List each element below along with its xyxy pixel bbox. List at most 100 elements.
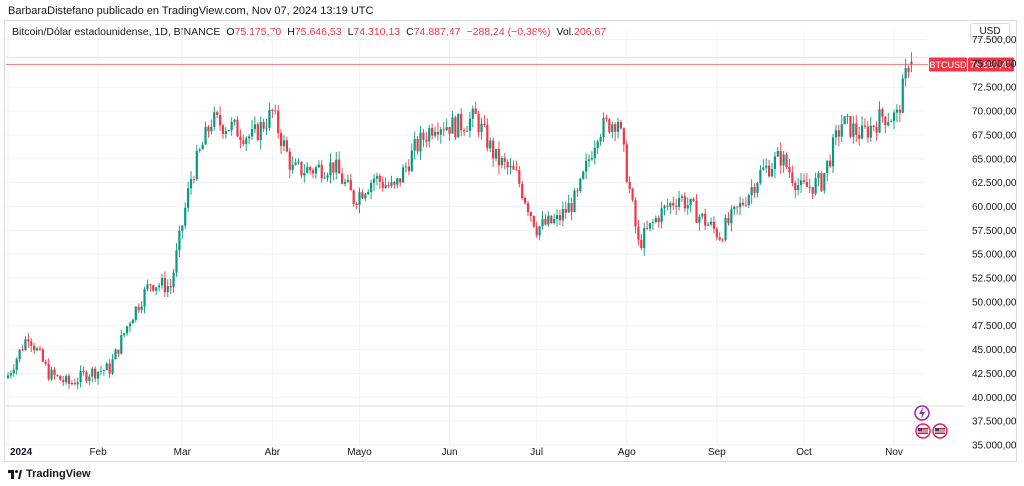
candle bbox=[33, 345, 36, 351]
candle bbox=[451, 117, 454, 134]
candle bbox=[826, 160, 829, 174]
candle bbox=[643, 228, 646, 249]
y-tick-label: 77.500,00 bbox=[972, 35, 1017, 46]
candle bbox=[181, 225, 184, 231]
candle bbox=[207, 126, 210, 132]
candle bbox=[166, 286, 169, 293]
candle bbox=[372, 178, 376, 183]
candle bbox=[422, 132, 425, 140]
candle bbox=[352, 190, 355, 205]
candle bbox=[41, 349, 44, 362]
candle bbox=[407, 166, 410, 172]
candle bbox=[192, 179, 196, 180]
candle bbox=[311, 170, 315, 174]
footer-brand: TradingView bbox=[26, 468, 91, 480]
x-tick-label: Jun bbox=[441, 447, 457, 458]
candle bbox=[759, 169, 762, 184]
candle bbox=[361, 192, 364, 199]
candle bbox=[79, 370, 82, 383]
volume-label: Vol. bbox=[556, 26, 575, 38]
candle bbox=[494, 149, 498, 159]
candle bbox=[544, 218, 547, 225]
x-tick-label: Ago bbox=[618, 447, 636, 458]
lightning-icon bbox=[914, 405, 930, 421]
candle bbox=[454, 117, 457, 138]
candle bbox=[9, 373, 13, 376]
candle bbox=[791, 172, 794, 184]
candle bbox=[123, 333, 126, 336]
candle bbox=[120, 335, 123, 354]
candle bbox=[646, 228, 649, 229]
candle bbox=[605, 117, 608, 120]
candlestick-series bbox=[6, 52, 913, 390]
candle bbox=[829, 160, 832, 167]
chart-overlay: BTCUSD 74.887,47 bbox=[6, 56, 1014, 72]
candle bbox=[602, 117, 605, 138]
candle bbox=[323, 177, 326, 179]
open-label: O bbox=[226, 26, 235, 38]
candle bbox=[753, 187, 756, 193]
candle bbox=[567, 203, 570, 213]
candle bbox=[779, 150, 782, 166]
currency-selector[interactable]: USD bbox=[970, 23, 1010, 39]
y-tick-label: 42.500,00 bbox=[972, 369, 1017, 380]
candle bbox=[396, 178, 399, 185]
candle bbox=[532, 215, 535, 227]
candle bbox=[869, 125, 872, 138]
candle bbox=[843, 116, 846, 125]
candle bbox=[579, 178, 582, 192]
candle bbox=[428, 128, 431, 142]
candle bbox=[317, 164, 320, 168]
candle bbox=[898, 109, 901, 113]
candle bbox=[82, 370, 85, 373]
candle bbox=[582, 171, 585, 179]
us-flag-icon bbox=[932, 423, 948, 439]
time-axis: 2024 Feb Mar Abr Mayo Jun Jul Ago Sep Oct Nov bbox=[10, 447, 903, 458]
x-tick-label: Mar bbox=[174, 447, 192, 458]
candle bbox=[677, 197, 681, 207]
candle bbox=[431, 128, 434, 136]
candle bbox=[102, 370, 105, 372]
candle bbox=[364, 194, 367, 199]
candle bbox=[62, 380, 65, 383]
candle bbox=[303, 172, 306, 176]
x-tick-label: Abr bbox=[265, 447, 281, 458]
candle bbox=[614, 124, 617, 132]
x-tick-label: Jul bbox=[530, 447, 543, 458]
candle bbox=[291, 164, 294, 170]
candle bbox=[198, 149, 201, 151]
candle bbox=[67, 376, 71, 385]
candle bbox=[108, 363, 111, 374]
candle bbox=[625, 144, 628, 182]
candle bbox=[152, 285, 155, 291]
candle bbox=[85, 372, 88, 381]
candle bbox=[802, 180, 806, 182]
candle bbox=[555, 215, 559, 220]
candle bbox=[686, 205, 689, 209]
candle bbox=[329, 162, 332, 176]
y-tick-label: 47.500,00 bbox=[972, 321, 1017, 332]
candle bbox=[683, 196, 686, 209]
candle bbox=[788, 167, 791, 173]
candle bbox=[288, 151, 291, 170]
candle bbox=[709, 221, 713, 225]
candle bbox=[492, 140, 495, 159]
candle bbox=[50, 369, 53, 380]
candle bbox=[56, 374, 59, 376]
us-flag-icon bbox=[915, 423, 931, 439]
candle bbox=[715, 228, 718, 238]
high-label: H bbox=[287, 26, 295, 38]
candle bbox=[808, 186, 811, 188]
y-tick-label: 52.500,00 bbox=[972, 274, 1017, 285]
candle bbox=[236, 119, 239, 137]
candle bbox=[486, 124, 489, 149]
candle bbox=[648, 222, 652, 229]
candle bbox=[884, 116, 887, 126]
tradingview-logo[interactable]: TradingView bbox=[8, 468, 91, 480]
chart-frame[interactable] bbox=[4, 20, 1017, 462]
candle bbox=[195, 150, 198, 180]
candle bbox=[631, 189, 634, 201]
candle bbox=[698, 216, 701, 223]
candle bbox=[169, 286, 172, 288]
